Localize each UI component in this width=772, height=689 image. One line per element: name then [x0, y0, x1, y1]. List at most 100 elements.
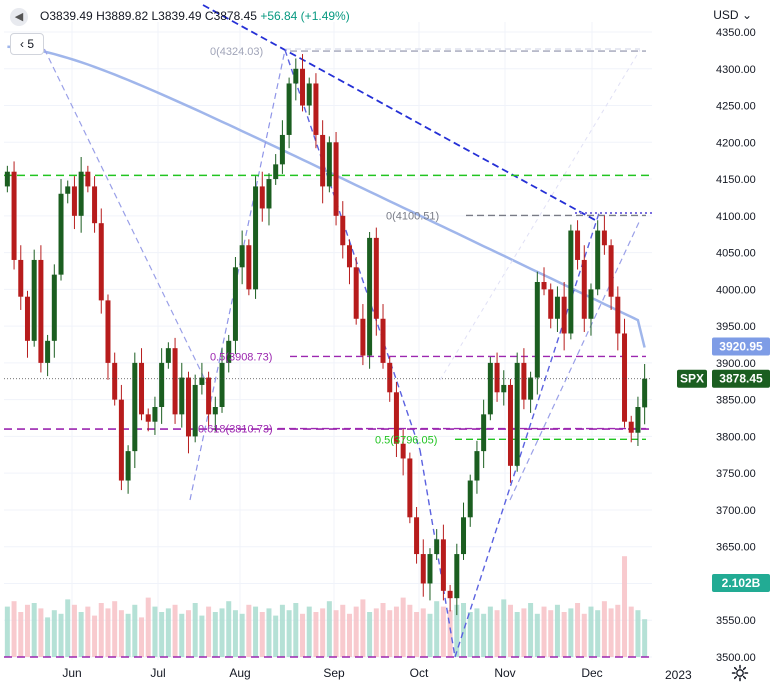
- volume-bar: [4, 606, 10, 657]
- time-axis[interactable]: Jun Jul Aug Sep Oct Nov Dec: [62, 666, 602, 680]
- volume-bar: [246, 604, 252, 657]
- candle-down: [206, 377, 212, 415]
- trendline: [454, 209, 601, 658]
- trendline: [39, 39, 211, 391]
- volume-bar: [18, 612, 24, 657]
- candle-up: [454, 554, 460, 599]
- volume-bar: [434, 601, 440, 657]
- candle-down: [172, 348, 178, 415]
- volume-bar: [521, 608, 527, 657]
- volume-bar: [467, 612, 473, 657]
- candle-down: [601, 230, 607, 246]
- volume-bar: [279, 604, 285, 657]
- volume-bar: [635, 610, 641, 657]
- candle-down: [320, 134, 326, 187]
- y-tick-label: 4100.00: [716, 211, 756, 223]
- candle-up: [642, 378, 648, 408]
- volume-bar: [548, 610, 554, 657]
- volume-bar: [132, 604, 138, 657]
- year-label: 2023: [665, 668, 692, 682]
- collapse-legend-button[interactable]: ◀: [10, 8, 28, 26]
- ma-price-badge-text: 3920.95: [719, 339, 763, 353]
- volume-bar: [393, 606, 399, 657]
- candle-up: [588, 289, 594, 319]
- interval-label: 5: [27, 37, 35, 51]
- candle-up: [192, 384, 198, 437]
- volume-bar: [65, 599, 71, 657]
- fib-level-label: 0.618(3810.73): [198, 424, 273, 436]
- symbol-badge: SPX: [677, 369, 707, 388]
- volume-bar: [165, 608, 171, 657]
- volume-bar: [554, 604, 560, 657]
- volume-bar: [38, 608, 44, 657]
- price-badges: 3920.95 3878.45 SPX 2.102B: [677, 337, 770, 592]
- y-tick-label: 3650.00: [716, 542, 756, 554]
- volume-bar: [427, 613, 433, 657]
- currency-label: USD: [713, 8, 739, 22]
- volume-bar: [407, 604, 413, 657]
- y-tick-label: 3950.00: [716, 321, 756, 333]
- moving-average-line: [7, 45, 646, 348]
- volume-bar: [568, 608, 574, 657]
- candle-down: [313, 83, 319, 135]
- volume-bar: [514, 612, 520, 657]
- x-tick-label: Aug: [229, 666, 250, 680]
- close-value: 3878.45: [213, 9, 257, 23]
- fib-levels: 0(4324.03) 0(4100.51) 0.5(3908.73) 0.618(38…: [198, 46, 439, 446]
- volume-bar: [622, 556, 628, 657]
- volume-bar: [152, 606, 158, 657]
- candle-up: [534, 282, 540, 378]
- volume-bar: [45, 617, 51, 657]
- x-tick-label: Nov: [494, 666, 515, 680]
- candle-down: [622, 333, 628, 422]
- candle-up: [635, 407, 641, 433]
- volume-bars: [4, 556, 648, 657]
- volume-bar: [588, 606, 594, 657]
- candle-down: [521, 362, 527, 400]
- candle-down: [507, 384, 513, 466]
- y-tick-label: 4250.00: [716, 101, 756, 113]
- candle-down: [615, 296, 621, 334]
- volume-bar: [601, 601, 607, 657]
- volume-bar: [300, 613, 306, 657]
- volume-bar: [333, 610, 339, 657]
- volume-bar: [253, 606, 259, 657]
- volume-bar: [98, 603, 104, 657]
- volume-bar: [353, 606, 359, 657]
- candle-up: [326, 142, 332, 187]
- trendline: [284, 49, 421, 451]
- candle-down: [300, 68, 306, 106]
- candle-up: [286, 83, 292, 135]
- volume-bar: [615, 604, 621, 657]
- candle-down: [581, 259, 587, 319]
- volume-bar: [642, 619, 648, 657]
- ma-price-badge-bg: [712, 337, 770, 356]
- y-tick-label: 3800.00: [716, 431, 756, 443]
- volume-bar: [461, 603, 467, 657]
- y-tick-label: 3750.00: [716, 468, 756, 480]
- gear-icon[interactable]: [731, 664, 749, 682]
- volume-bar: [78, 612, 84, 657]
- trendline: [439, 49, 641, 381]
- candle-up: [273, 164, 279, 180]
- candle-up: [595, 230, 601, 290]
- interval-button[interactable]: ‹ 5: [10, 33, 44, 55]
- candle-up: [165, 348, 171, 363]
- candle-down: [139, 362, 145, 415]
- price-axis[interactable]: 3500.003550.003600.003650.003700.003750.…: [716, 27, 756, 664]
- volume-bar: [420, 608, 426, 657]
- candle-up: [306, 83, 312, 106]
- candle-down: [346, 245, 352, 268]
- ma-price-badge: 3920.95: [712, 337, 770, 356]
- volume-bar: [179, 613, 185, 657]
- currency-selector[interactable]: USD ⌄: [713, 8, 752, 22]
- candle-up: [474, 451, 480, 481]
- drawings[interactable]: [4, 4, 652, 658]
- volume-bar: [595, 610, 601, 657]
- candle-down: [360, 318, 366, 356]
- volume-bar: [507, 604, 513, 657]
- fib-level-label: 0(4324.03): [210, 46, 263, 58]
- y-tick-label: 4350.00: [716, 27, 756, 39]
- symbol-badge-text: SPX: [680, 372, 704, 386]
